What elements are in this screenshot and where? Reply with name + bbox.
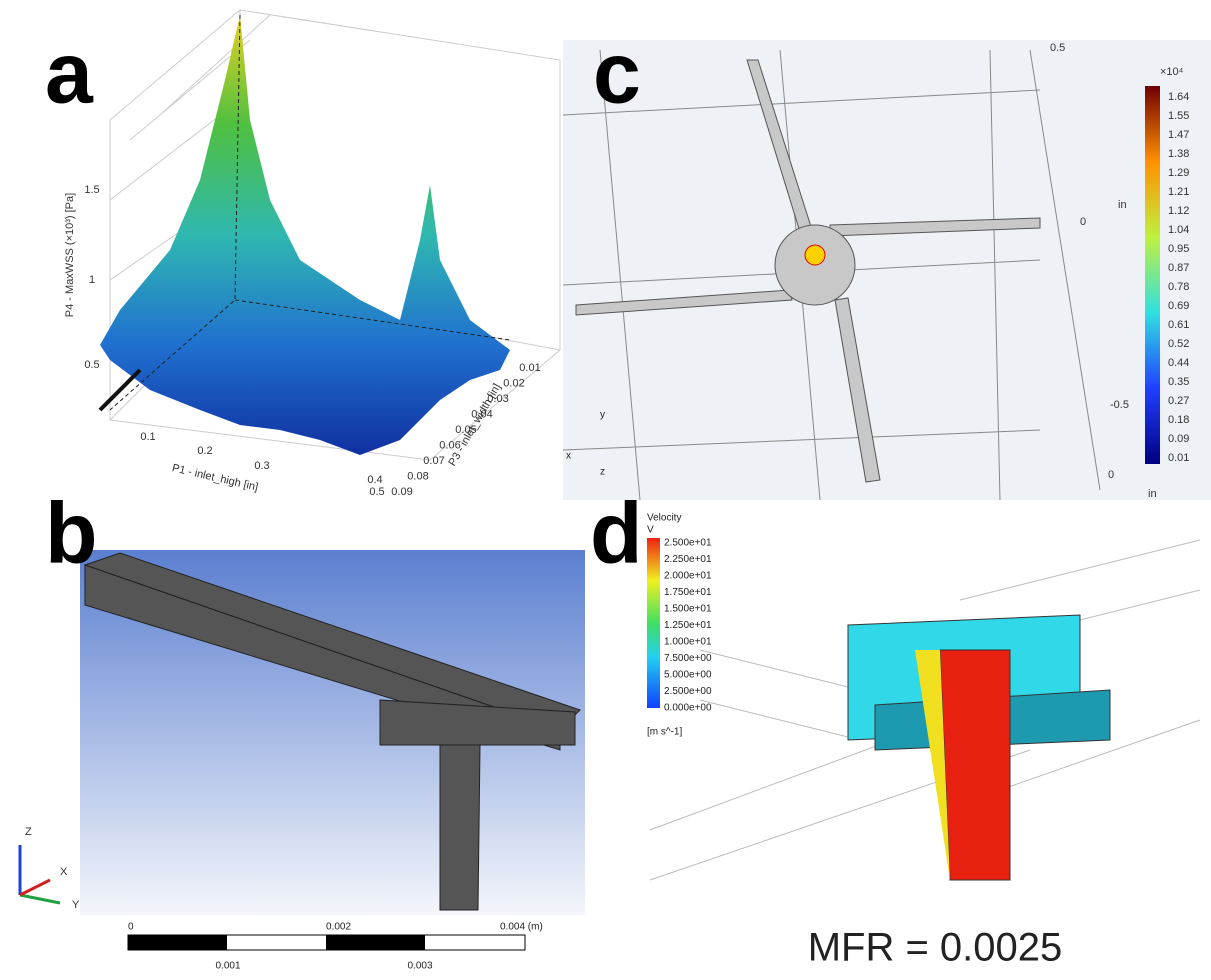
- colorbar-label: 1.04: [1168, 224, 1189, 236]
- scale-label: 0.001: [215, 961, 240, 972]
- x-tick: 0.1: [140, 431, 155, 443]
- legend-label: 1.750e+01: [664, 587, 712, 598]
- colorbar-label: 1.29: [1168, 167, 1189, 179]
- legend-label: 7.500e+00: [664, 653, 712, 664]
- z-tick: 0.5: [84, 359, 99, 371]
- colorbar-label: 0.35: [1168, 376, 1189, 388]
- triad-label: x: [566, 451, 571, 462]
- panel-letter: a: [45, 26, 94, 122]
- axis-label: -0.5: [1110, 399, 1129, 411]
- axis-label: 0: [1108, 469, 1114, 481]
- axis-title: P4 - MaxWSS (×10³) [Pa]: [64, 193, 76, 317]
- axis-label: 0: [1080, 216, 1086, 228]
- z-tick: 1: [89, 274, 95, 286]
- axis-edge: [100, 370, 140, 410]
- scale-label: 0: [128, 922, 134, 933]
- axis-label: in: [1148, 488, 1157, 500]
- legend-label: 2.250e+01: [664, 554, 712, 565]
- colorbar-label: 0.27: [1168, 395, 1189, 407]
- hotspot: [805, 245, 825, 265]
- triad-label: Z: [25, 826, 32, 838]
- colorbar-label: 0.09: [1168, 433, 1189, 445]
- x-tick: 0.3: [254, 460, 269, 472]
- panel-letter: c: [593, 26, 641, 122]
- legend-label: 2.000e+01: [664, 571, 712, 582]
- axis-label: 0.5: [1050, 42, 1065, 54]
- scale-label: 0.004 (m): [500, 922, 543, 933]
- colorbar-label: 0.61: [1168, 319, 1189, 331]
- colorbar-label: 0.18: [1168, 414, 1189, 426]
- panel-letter: d: [590, 486, 643, 582]
- axis-label: in: [1118, 199, 1127, 211]
- scale-label: 0.002: [326, 922, 351, 933]
- colorbar-label: 1.12: [1168, 205, 1189, 217]
- scale-bar: [128, 935, 525, 950]
- y-tick: 0.03: [487, 393, 508, 405]
- y-tick: 0.02: [503, 377, 524, 389]
- colorbar-unit: ×10⁴: [1160, 66, 1184, 78]
- legend-label: 2.500e+01: [664, 538, 712, 549]
- y-tick: 0.01: [519, 362, 540, 374]
- colorbar-label: 0.95: [1168, 243, 1189, 255]
- y-tick: 0.07: [423, 455, 444, 467]
- axis-title: P1 - inlet_high [in]: [171, 462, 260, 494]
- panel-letter: b: [45, 486, 98, 582]
- legend-bar: [647, 538, 660, 708]
- figure: a b c d P4 - MaxWSS (×10³) [Pa] 0.5 1 1.5 P1 - i…: [0, 0, 1211, 975]
- triad-label: X: [60, 866, 68, 878]
- legend-title: Velocity: [647, 513, 681, 524]
- colorbar-label: 0.78: [1168, 281, 1189, 293]
- caption: MFR = 0.0025: [808, 926, 1063, 970]
- surface: [100, 15, 510, 455]
- triad-label: y: [600, 410, 605, 421]
- y-tick: 0.06: [439, 439, 460, 451]
- colorbar-label: 0.52: [1168, 338, 1189, 350]
- colorbar-label: 0.69: [1168, 300, 1189, 312]
- x-tick: 0.2: [197, 445, 212, 457]
- legend-label: 2.500e+00: [664, 686, 712, 697]
- colorbar-label: 0.01: [1168, 452, 1189, 464]
- colorbar-label: 1.55: [1168, 110, 1189, 122]
- triad-b: [20, 845, 60, 903]
- colorbar-label: 0.44: [1168, 357, 1189, 369]
- x-tick: 0.4: [367, 474, 382, 486]
- legend-unit: [m s^-1]: [647, 727, 682, 738]
- y-tick: 0.04: [471, 408, 492, 420]
- colorbar-label: 1.47: [1168, 129, 1189, 141]
- colorbar-label: 1.64: [1168, 91, 1189, 103]
- legend-var: V: [647, 525, 654, 536]
- panel-c-bg: [563, 40, 1211, 500]
- colorbar-label: 1.38: [1168, 148, 1189, 160]
- y-tick: 0.08: [407, 470, 428, 482]
- y-tick: 0.09: [391, 486, 412, 498]
- legend-label: 1.000e+01: [664, 637, 712, 648]
- z-tick: 1.5: [84, 184, 99, 196]
- y-tick: 0.05: [455, 424, 476, 436]
- colorbar-label: 1.21: [1168, 186, 1189, 198]
- stem: [940, 650, 1010, 880]
- scale-label: 0.003: [407, 961, 432, 972]
- triad-label: Y: [72, 899, 80, 911]
- legend-label: 0.000e+00: [664, 703, 712, 714]
- legend-label: 1.250e+01: [664, 620, 712, 631]
- colorbar-label: 0.87: [1168, 262, 1189, 274]
- triad-label: z: [600, 467, 605, 478]
- legend-label: 5.000e+00: [664, 670, 712, 681]
- colorbar: [1145, 86, 1160, 464]
- x-tick: 0.5: [369, 486, 384, 498]
- legend-label: 1.500e+01: [664, 604, 712, 615]
